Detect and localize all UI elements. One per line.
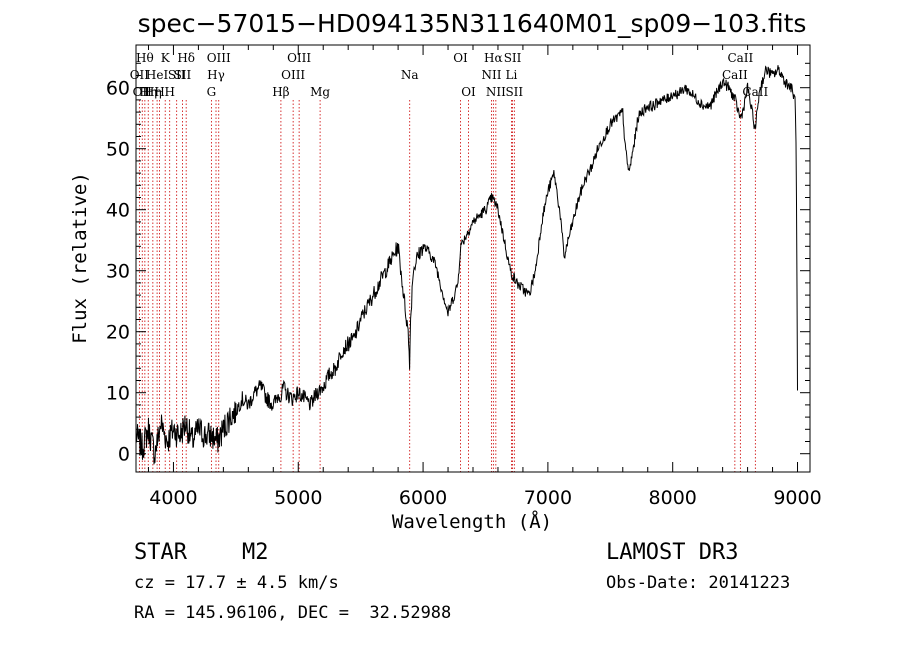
object-subclass: M2 <box>242 540 269 565</box>
emission-line-labels: OIIOIIHθHηHηHeIHKHSIISIIHδGHγOIIIHβOIIIO… <box>130 51 769 99</box>
line-label-11: Hδ <box>177 51 195 65</box>
line-label-3: Hη <box>139 85 157 99</box>
ra-dec-coordinates: RA = 145.96106, DEC = 32.52988 <box>134 603 452 623</box>
line-label-9: SII <box>168 68 186 82</box>
x-tick-label-4000: 4000 <box>149 487 197 509</box>
line-label-4: Hη <box>144 85 162 99</box>
line-label-12: G <box>207 85 217 99</box>
line-label-10: SII <box>174 68 192 82</box>
observation-date: Obs-Date: 20141223 <box>606 573 791 593</box>
line-label-14: OIII <box>207 51 231 65</box>
line-label-15: Hβ <box>272 85 289 99</box>
x-axis-ticks: 4000 5000 6000 7000 8000 9000 <box>147 45 822 509</box>
line-label-26: SII <box>504 51 522 65</box>
line-label-17: OIII <box>287 51 311 65</box>
x-tick-label-8000: 8000 <box>649 487 697 509</box>
line-label-28: CaII <box>722 68 748 82</box>
line-label-8: H <box>164 85 174 99</box>
x-tick-label-6000: 6000 <box>399 487 447 509</box>
plot-frame <box>135 44 811 473</box>
line-label-6: H <box>154 85 164 99</box>
y-tick-label-20: 20 <box>106 322 130 344</box>
line-label-5: HeI <box>146 68 169 82</box>
chart-title: spec−57015−HD094135N311640M01_sp09−103.f… <box>138 9 807 38</box>
x-axis-label: Wavelength (Å) <box>392 510 552 533</box>
line-label-7: K <box>161 51 171 65</box>
line-label-21: OI <box>461 85 476 99</box>
y-tick-label-50: 50 <box>106 139 130 161</box>
x-tick-label-9000: 9000 <box>773 487 821 509</box>
line-label-16: OIII <box>281 68 305 82</box>
y-tick-label-30: 30 <box>106 261 130 283</box>
y-axis-ticks: 0 10 20 30 40 50 60 <box>106 62 810 466</box>
line-label-20: OI <box>453 51 468 65</box>
y-axis-label: Flux (relative) <box>69 172 91 344</box>
object-class: STAR <box>134 540 187 565</box>
redshift-cz: cz = 17.7 ± 4.5 km/s <box>134 573 339 593</box>
y-tick-label-0: 0 <box>118 444 130 466</box>
line-label-2: Hθ <box>136 51 154 65</box>
y-tick-label-10: 10 <box>106 383 130 405</box>
y-tick-label-60: 60 <box>106 78 130 100</box>
line-label-13: Hγ <box>207 68 225 82</box>
line-label-25: Li <box>506 68 518 82</box>
line-label-29: CaII <box>727 51 753 65</box>
survey-name: LAMOST DR3 <box>606 540 739 565</box>
line-label-18: Mg <box>310 85 330 99</box>
line-label-27: SII <box>505 85 523 99</box>
x-tick-label-5000: 5000 <box>274 487 322 509</box>
spectrum-line <box>135 65 798 465</box>
emission-line-markers <box>138 100 756 472</box>
x-tick-label-7000: 7000 <box>524 487 572 509</box>
line-label-22: NII <box>481 68 501 82</box>
y-tick-label-40: 40 <box>106 200 130 222</box>
line-label-1: OII <box>133 85 153 99</box>
line-label-23: Hα <box>484 51 503 65</box>
line-label-19: Na <box>401 68 419 82</box>
line-label-24: NII <box>486 85 506 99</box>
